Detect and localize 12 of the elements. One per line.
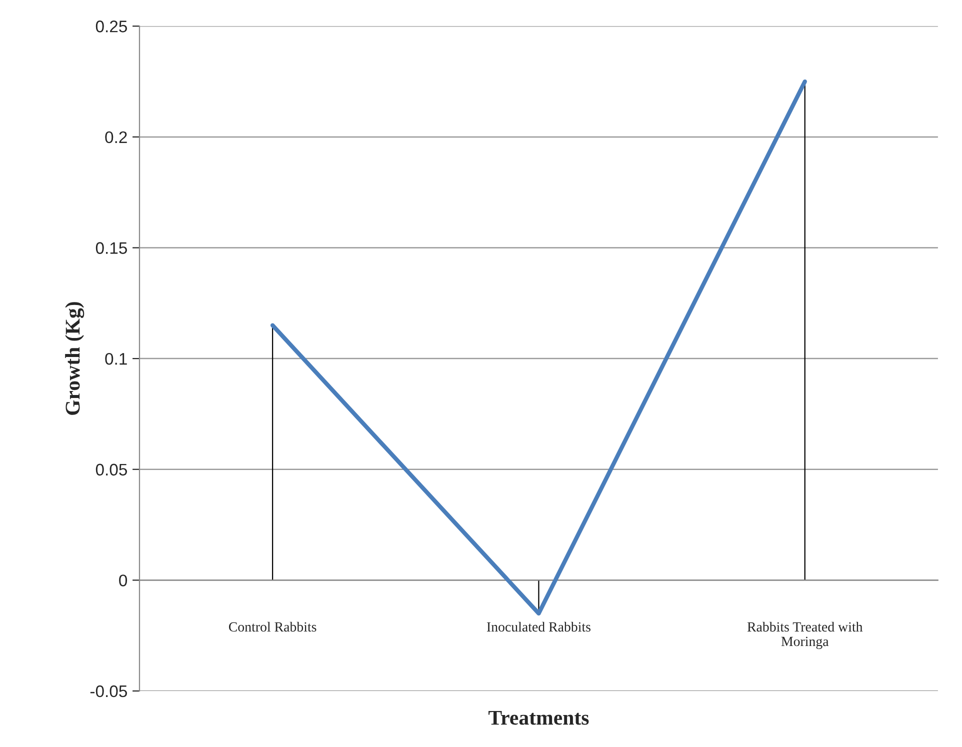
x-tick-label: Rabbits Treated with Moringa (747, 622, 863, 649)
y-tick-label: 0.15 (96, 242, 127, 254)
x-tick-label: Control Rabbits (228, 622, 316, 632)
y-tick-label: 0.1 (105, 352, 127, 365)
y-tick-label: 0 (119, 574, 128, 586)
y-axis-title: Growth (Kg) (65, 302, 84, 415)
y-tick-label: 0.2 (105, 131, 127, 144)
y-tick-label: 0.05 (96, 464, 127, 476)
y-tick-label: 0.25 (96, 20, 127, 32)
y-tick-label: -0.05 (90, 685, 127, 698)
x-tick-label: Inoculated Rabbits (486, 622, 590, 632)
x-axis-title: Treatments (488, 710, 589, 725)
